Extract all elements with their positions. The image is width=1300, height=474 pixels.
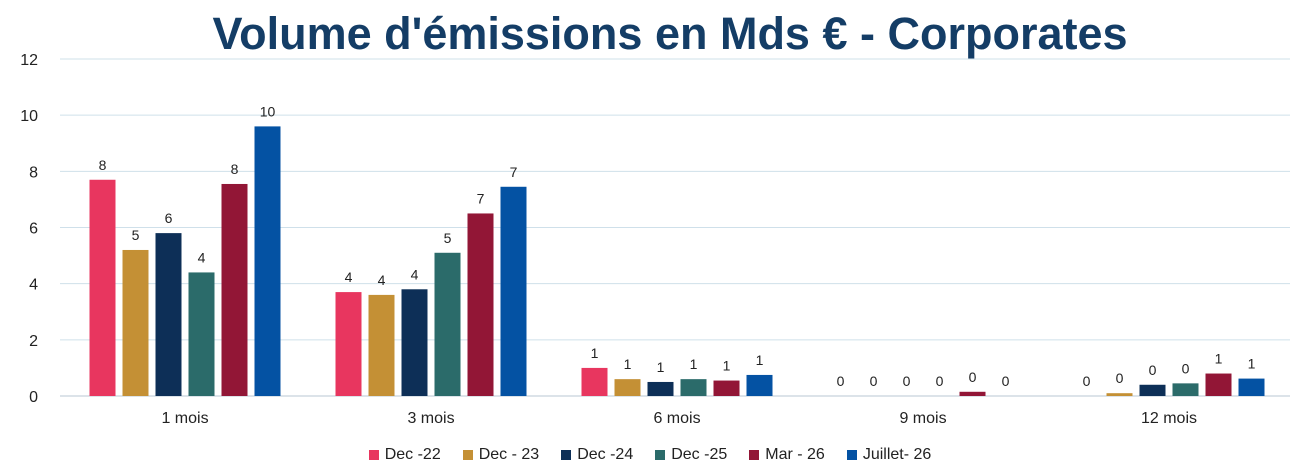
x-category-label: 12 mois [1141, 410, 1197, 427]
legend-item: Dec -25 [655, 446, 727, 464]
data-label: 0 [837, 373, 845, 389]
data-label: 1 [723, 358, 731, 374]
bar [581, 367, 608, 396]
data-label: 8 [231, 161, 239, 177]
data-label: 0 [936, 373, 944, 389]
x-category-label: 1 mois [161, 410, 208, 427]
x-category-label: 6 mois [653, 410, 700, 427]
data-label: 0 [903, 373, 911, 389]
legend-item: Dec -24 [561, 446, 633, 464]
legend-label: Dec - 23 [478, 446, 540, 463]
x-axis: 1 mois 3 mois 6 mois 9 mois 12 mois [161, 410, 1197, 427]
data-label: 0 [1083, 373, 1091, 389]
data-label: 10 [260, 103, 276, 119]
y-tick-label: 4 [29, 277, 38, 294]
data-label: 4 [378, 272, 386, 288]
bar [188, 272, 215, 396]
bar [122, 249, 149, 396]
bar [680, 379, 707, 396]
bar [467, 213, 494, 396]
bar [434, 252, 461, 396]
data-label: 1 [1248, 356, 1256, 372]
legend-label: Dec -24 [577, 446, 634, 463]
bar [335, 292, 362, 396]
bar [401, 289, 428, 396]
bar [647, 381, 674, 396]
bar [1106, 393, 1133, 396]
y-tick-label: 12 [20, 52, 38, 69]
bar [221, 183, 248, 396]
data-label: 1 [1215, 351, 1223, 367]
legend-item: Dec -22 [368, 446, 441, 464]
bar [713, 380, 740, 396]
data-label: 7 [510, 164, 518, 180]
legend-swatch [846, 450, 857, 460]
data-label: 0 [870, 373, 878, 389]
legend-swatch [655, 450, 666, 460]
bars [89, 126, 1265, 397]
data-label: 8 [99, 157, 107, 173]
legend-label: Dec -25 [671, 446, 728, 463]
legend-item: Juillet- 26 [846, 446, 932, 464]
data-label: 1 [591, 345, 599, 361]
data-label: 5 [132, 227, 140, 243]
legend-swatch [368, 450, 379, 460]
legend-label: Mar - 26 [765, 446, 825, 463]
data-label: 0 [1116, 370, 1124, 386]
legend-item: Mar - 26 [749, 446, 825, 464]
data-label: 6 [165, 210, 173, 226]
data-label: 4 [345, 269, 353, 285]
data-label: 1 [624, 356, 632, 372]
legend-item: Dec - 23 [462, 446, 540, 464]
data-label: 1 [657, 359, 665, 375]
legend-label: Juillet- 26 [862, 446, 932, 463]
legend-swatch [749, 450, 760, 460]
bar [614, 379, 641, 396]
bar [1205, 373, 1232, 396]
legend-swatch [462, 450, 473, 460]
data-label: 0 [1149, 362, 1157, 378]
y-tick-label: 2 [29, 333, 38, 350]
data-label: 0 [1182, 360, 1190, 376]
data-label: 7 [477, 190, 485, 206]
bar [368, 294, 395, 396]
data-label: 4 [198, 249, 206, 265]
y-tick-label: 6 [29, 221, 38, 238]
bar [1238, 378, 1265, 396]
data-label: 1 [756, 352, 764, 368]
y-tick-label: 8 [29, 164, 38, 181]
data-label: 0 [1002, 373, 1010, 389]
x-category-label: 3 mois [407, 410, 454, 427]
data-label: 1 [690, 356, 698, 372]
bar [746, 374, 773, 396]
legend-swatch [561, 450, 572, 460]
legend-label: Dec -22 [384, 446, 441, 463]
legend: Dec -22 Dec - 23 Dec -24 Dec -25 Mar - 26 Jui… [0, 446, 1300, 464]
y-tick-label: 0 [29, 389, 38, 406]
bar [500, 186, 527, 396]
bar [1139, 384, 1166, 396]
bar [89, 179, 116, 396]
x-category-label: 9 mois [899, 410, 946, 427]
data-label: 0 [969, 369, 977, 385]
bar [1172, 383, 1199, 396]
data-label: 4 [411, 266, 419, 282]
bar [254, 126, 281, 397]
data-label: 5 [444, 230, 452, 246]
y-tick-label: 10 [20, 108, 38, 125]
bar [959, 391, 986, 396]
y-axis: 0 2 4 6 8 10 12 [20, 52, 38, 406]
bar [155, 233, 182, 396]
chart-title: Volume d'émissions en Mds € - Corporates [212, 8, 1128, 59]
